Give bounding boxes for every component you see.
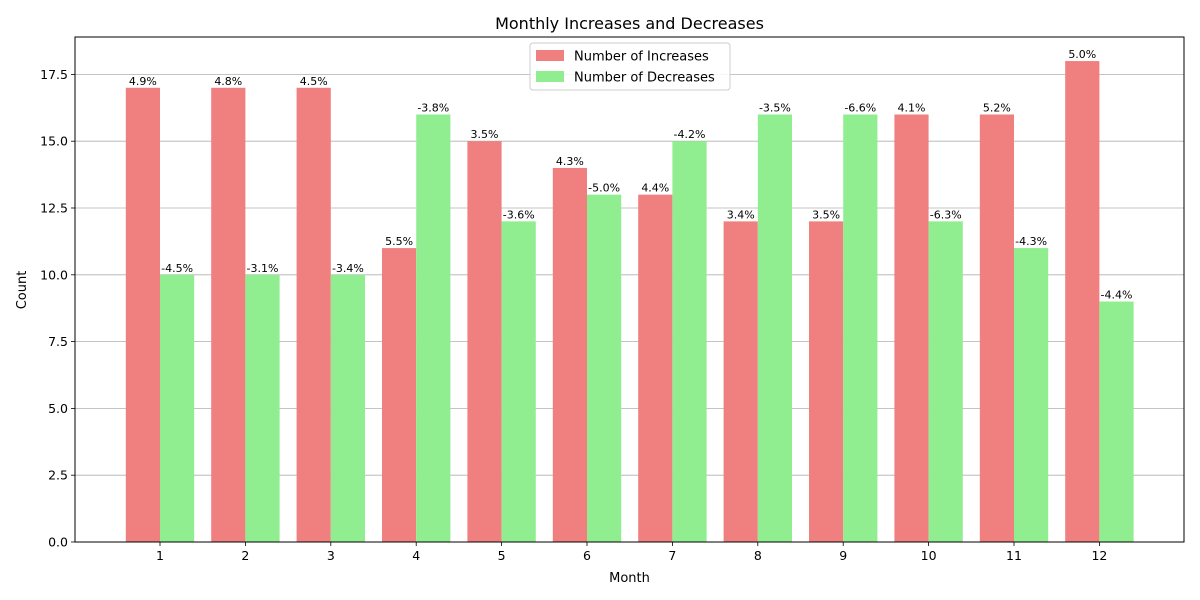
decrease-bar bbox=[672, 141, 707, 542]
x-tick-label: 5 bbox=[498, 548, 506, 563]
decrease-bar-label: -6.6% bbox=[844, 101, 876, 114]
axes bbox=[74, 36, 1185, 543]
decrease-bar-label: -3.6% bbox=[503, 208, 535, 221]
decrease-bar bbox=[416, 114, 451, 543]
y-ticks: 0.0 2.5 5.0 7.5 10.0 12.5 15.0 17.5 bbox=[40, 67, 75, 550]
y-tick-label: 15.0 bbox=[40, 134, 68, 149]
x-tick-label: 2 bbox=[241, 548, 249, 563]
increase-bar-label: 5.2% bbox=[983, 101, 1011, 114]
decrease-bar-label: -6.3% bbox=[930, 208, 962, 221]
decrease-bar bbox=[330, 274, 365, 542]
x-axis-label: Month bbox=[609, 571, 650, 586]
increase-bar bbox=[467, 141, 502, 542]
increase-bar bbox=[979, 114, 1014, 543]
increase-bar bbox=[382, 248, 417, 542]
x-tick-label: 11 bbox=[1006, 548, 1022, 563]
decrease-bar bbox=[160, 274, 195, 542]
increase-bar bbox=[1065, 61, 1100, 543]
increase-bar bbox=[894, 114, 929, 543]
decrease-bar bbox=[501, 221, 536, 542]
x-tick-label: 10 bbox=[921, 548, 937, 563]
decrease-bar-label: -4.4% bbox=[1101, 289, 1133, 302]
decrease-bar-label: -3.4% bbox=[332, 262, 364, 275]
decrease-bar-label: -3.5% bbox=[759, 101, 791, 114]
y-tick-label: 0.0 bbox=[48, 535, 68, 550]
bars bbox=[125, 61, 1134, 543]
increase-bar-label: 3.4% bbox=[727, 208, 755, 221]
increase-bar-label: 3.5% bbox=[471, 128, 499, 141]
y-tick-label: 2.5 bbox=[48, 468, 68, 483]
increase-bar bbox=[552, 167, 587, 543]
chart-title: Monthly Increases and Decreases bbox=[495, 14, 764, 33]
decrease-bar-label: -4.3% bbox=[1015, 235, 1047, 248]
y-tick-label: 10.0 bbox=[40, 267, 68, 282]
decrease-bar bbox=[1014, 248, 1049, 542]
x-tick-label: 6 bbox=[583, 548, 591, 563]
decrease-bar bbox=[1099, 301, 1134, 542]
x-tick-label: 8 bbox=[754, 548, 762, 563]
increase-bar-label: 4.9% bbox=[129, 75, 157, 88]
legend-swatch bbox=[536, 71, 564, 82]
x-tick-label: 12 bbox=[1091, 548, 1107, 563]
x-tick-label: 1 bbox=[156, 548, 164, 563]
increase-bar-label: 3.5% bbox=[812, 208, 840, 221]
legend-swatch bbox=[536, 50, 564, 61]
decrease-bar bbox=[757, 114, 792, 543]
decrease-bar-label: -4.2% bbox=[674, 128, 706, 141]
y-tick-label: 17.5 bbox=[40, 67, 68, 82]
y-axis-label: Count bbox=[15, 271, 30, 310]
increase-bar-label: 4.4% bbox=[641, 182, 669, 195]
legend-box bbox=[529, 42, 731, 91]
decrease-bar bbox=[587, 194, 622, 542]
increase-bar bbox=[211, 87, 246, 542]
decrease-bar-label: -3.8% bbox=[417, 101, 449, 114]
increase-bar-label: 4.1% bbox=[898, 101, 926, 114]
decrease-bar bbox=[843, 114, 878, 543]
legend-label: Number of Increases bbox=[574, 50, 709, 65]
x-tick-label: 4 bbox=[412, 548, 420, 563]
bar-labels: 4.9% 4.8% 4.5% 5.5% 3.5% 4.3% 4.4% 3.4% 3.5% 4.1%… bbox=[129, 48, 1133, 301]
increase-bar bbox=[723, 221, 758, 542]
increase-bar-label: 4.3% bbox=[556, 155, 584, 168]
increase-bar-label: 5.5% bbox=[385, 235, 413, 248]
y-tick-label: 7.5 bbox=[48, 334, 68, 349]
x-ticks: 1 2 3 4 5 6 7 8 9 10 11 12 bbox=[156, 542, 1107, 563]
x-tick-label: 3 bbox=[327, 548, 335, 563]
x-tick-label: 9 bbox=[839, 548, 847, 563]
legend-label: Number of Decreases bbox=[574, 71, 715, 86]
decrease-bar bbox=[245, 274, 280, 542]
increase-bar bbox=[809, 221, 844, 542]
increase-bar-label: 5.0% bbox=[1068, 48, 1096, 61]
decrease-bar bbox=[928, 221, 963, 542]
increase-bar bbox=[296, 87, 331, 542]
decrease-bar-label: -3.1% bbox=[247, 262, 279, 275]
y-tick-label: 5.0 bbox=[48, 401, 68, 416]
y-tick-label: 12.5 bbox=[40, 201, 68, 216]
legend: Number of Increases Number of Decreases bbox=[529, 42, 731, 91]
increase-bar-label: 4.8% bbox=[214, 75, 242, 88]
decrease-bar-label: -5.0% bbox=[588, 182, 620, 195]
x-tick-label: 7 bbox=[668, 548, 676, 563]
increase-bar-label: 4.5% bbox=[300, 75, 328, 88]
decrease-bar-label: -4.5% bbox=[161, 262, 193, 275]
increase-bar bbox=[638, 194, 673, 542]
plot-frame bbox=[74, 36, 1185, 543]
increase-bar bbox=[125, 87, 160, 542]
